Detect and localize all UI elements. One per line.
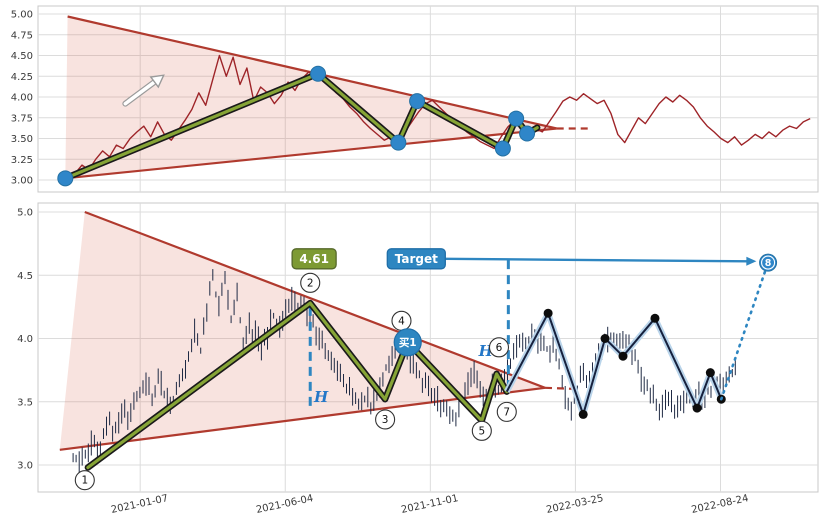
upper-trendline — [84, 210, 546, 389]
y-tick-label: 3.0 — [17, 461, 33, 472]
y-tick-label: 3.50 — [11, 134, 33, 145]
price-label-text: 4.61 — [299, 252, 329, 266]
wave-number-circle — [471, 420, 492, 441]
trend-arrow — [122, 74, 165, 107]
target-projection: 8 — [719, 253, 778, 401]
y-tick-label: 3.25 — [11, 155, 33, 166]
target-box — [386, 248, 446, 270]
y-tick-label: 4.50 — [11, 51, 33, 62]
target-arrow-line — [445, 257, 749, 263]
pivot-dot — [519, 125, 536, 142]
pivot-dot — [390, 134, 407, 151]
swing-dot — [543, 308, 553, 318]
y-tick-label: 4.0 — [17, 334, 33, 345]
wave-number-circle — [300, 272, 321, 293]
pivot-dot — [57, 170, 74, 187]
y-tick-label: 3.75 — [11, 113, 33, 124]
x-tick-label: 2022-03-25 — [545, 493, 604, 516]
swing-dot — [618, 351, 628, 361]
triangle-fill — [65, 16, 557, 179]
y-tick-label: 4.00 — [11, 93, 33, 104]
wave-number: 4 — [391, 310, 412, 331]
swing-dot — [650, 313, 660, 323]
lower-trendline — [65, 127, 557, 180]
x-axis-labels: 2021-01-07 2021-06-04 2021-11-01 2022-03-25… — [110, 493, 749, 516]
wave-number-circle — [375, 409, 396, 430]
post-breakout-path — [504, 308, 726, 419]
x-tick-label: 2021-01-07 — [110, 493, 169, 516]
height-label: H — [313, 388, 329, 406]
pivot-dot — [508, 110, 525, 127]
y-tick-label: 5.0 — [17, 208, 33, 219]
buy-badge-text: 买1 — [399, 337, 417, 349]
wave-number-text: 3 — [382, 414, 389, 426]
target-wave-number: 8 — [765, 258, 772, 269]
wave-number: 5 — [471, 420, 492, 441]
target-dot-ring — [761, 255, 776, 270]
wave-number-text: 7 — [503, 406, 510, 418]
trend-arrow-shaft — [123, 76, 161, 106]
swing-dot — [692, 403, 702, 413]
pivot-dot — [310, 65, 327, 82]
y-axis-labels: 5.0 4.5 4.0 3.5 3.0 — [17, 208, 33, 472]
wave-number-circle — [74, 470, 95, 491]
wave-number-text: 5 — [478, 425, 485, 437]
y-tick-label: 3.5 — [17, 397, 33, 408]
grid-lines — [38, 203, 818, 492]
wave-number-circle — [496, 401, 517, 422]
y-axis-labels: 5.00 4.75 4.50 4.25 4.00 3.75 3.50 3.25 3.00 — [11, 10, 33, 187]
chart-top: 5.00 4.75 4.50 4.25 4.00 3.75 3.50 3.25 3.00 — [11, 5, 819, 193]
swing-dot — [705, 368, 715, 378]
grid-lines — [38, 6, 818, 192]
y-tick-label: 4.5 — [17, 271, 33, 282]
wave-number-circle — [488, 337, 510, 358]
wave-number: 3 — [375, 409, 396, 430]
wave-number-text: 1 — [81, 475, 88, 487]
triangle-fill — [59, 212, 546, 450]
wave-number: 6 — [488, 337, 510, 358]
target-annotation: Target — [386, 248, 757, 270]
y-tick-label: 5.00 — [11, 10, 33, 21]
y-tick-label: 3.00 — [11, 176, 33, 187]
x-tick-label: 2022-08-24 — [690, 493, 749, 516]
y-tick-label: 4.75 — [11, 30, 33, 41]
measured-target-price: 4.61 — [291, 248, 337, 270]
y-tick-label: 4.25 — [11, 72, 33, 83]
wave-number-text: 4 — [398, 315, 405, 327]
pivot-dot — [409, 93, 426, 110]
price-label-box — [291, 248, 337, 270]
buy-badge-circle — [393, 328, 422, 357]
price-line — [61, 54, 811, 181]
wave-number-text: 2 — [307, 277, 314, 289]
wave-number: 7 — [496, 401, 517, 422]
wave-number: 1 — [74, 470, 95, 491]
x-tick-label: 2021-11-01 — [400, 493, 459, 516]
buy-signal-badge: 买1 — [393, 328, 422, 357]
wave-number: 2 — [300, 272, 321, 293]
target-arrowhead — [746, 256, 757, 266]
target-box-text: Target — [395, 252, 438, 266]
swing-dot — [578, 409, 588, 419]
pivot-dot — [494, 140, 511, 157]
projection-dotted-line — [719, 261, 770, 401]
swing-dot — [600, 334, 610, 343]
wave-number-text: 6 — [496, 342, 503, 354]
trend-arrowhead — [149, 74, 165, 89]
measure-line: H — [308, 306, 329, 410]
wave-zigzag — [57, 65, 541, 187]
x-tick-label: 2021-06-04 — [255, 493, 314, 516]
